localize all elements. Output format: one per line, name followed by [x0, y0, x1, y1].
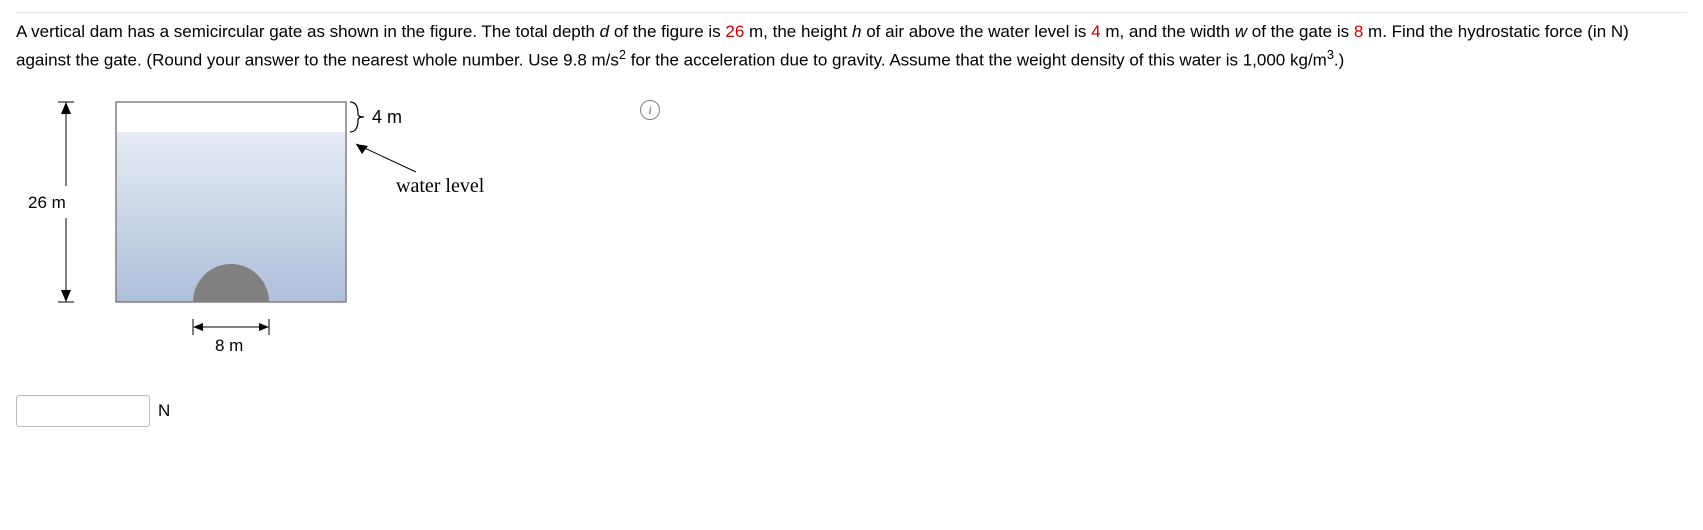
- air-height-value: 4: [1091, 22, 1100, 41]
- text-fragment: .): [1334, 51, 1344, 70]
- dam-figure: 26 m 4 m water level 8 m: [16, 92, 616, 370]
- svg-text:26 m: 26 m: [28, 193, 66, 212]
- gate-width-value: 8: [1354, 22, 1363, 41]
- text-fragment: m, and the width: [1101, 22, 1235, 41]
- text-fragment: of the figure is: [609, 22, 725, 41]
- info-icon[interactable]: i: [640, 100, 660, 120]
- svg-text:8 m: 8 m: [215, 336, 243, 355]
- answer-row: N: [16, 395, 1687, 427]
- variable-w: w: [1235, 22, 1247, 41]
- text-fragment: A vertical dam has a semicircular gate a…: [16, 22, 600, 41]
- depth-value: 26: [725, 22, 744, 41]
- problem-statement: A vertical dam has a semicircular gate a…: [16, 12, 1687, 74]
- answer-unit: N: [158, 398, 170, 424]
- text-fragment: for the acceleration due to gravity. Ass…: [626, 51, 1327, 70]
- exponent-3: 3: [1327, 47, 1334, 62]
- answer-input[interactable]: [16, 395, 150, 427]
- exponent-2: 2: [619, 47, 626, 62]
- svg-text:water level: water level: [396, 175, 485, 197]
- variable-h: h: [852, 22, 861, 41]
- svg-text:4 m: 4 m: [372, 107, 402, 127]
- text-fragment: m, the height: [744, 22, 852, 41]
- text-fragment: of the gate is: [1247, 22, 1354, 41]
- text-fragment: of air above the water level is: [862, 22, 1092, 41]
- variable-d: d: [600, 22, 609, 41]
- dam-diagram-svg: 26 m 4 m water level 8 m: [16, 92, 616, 362]
